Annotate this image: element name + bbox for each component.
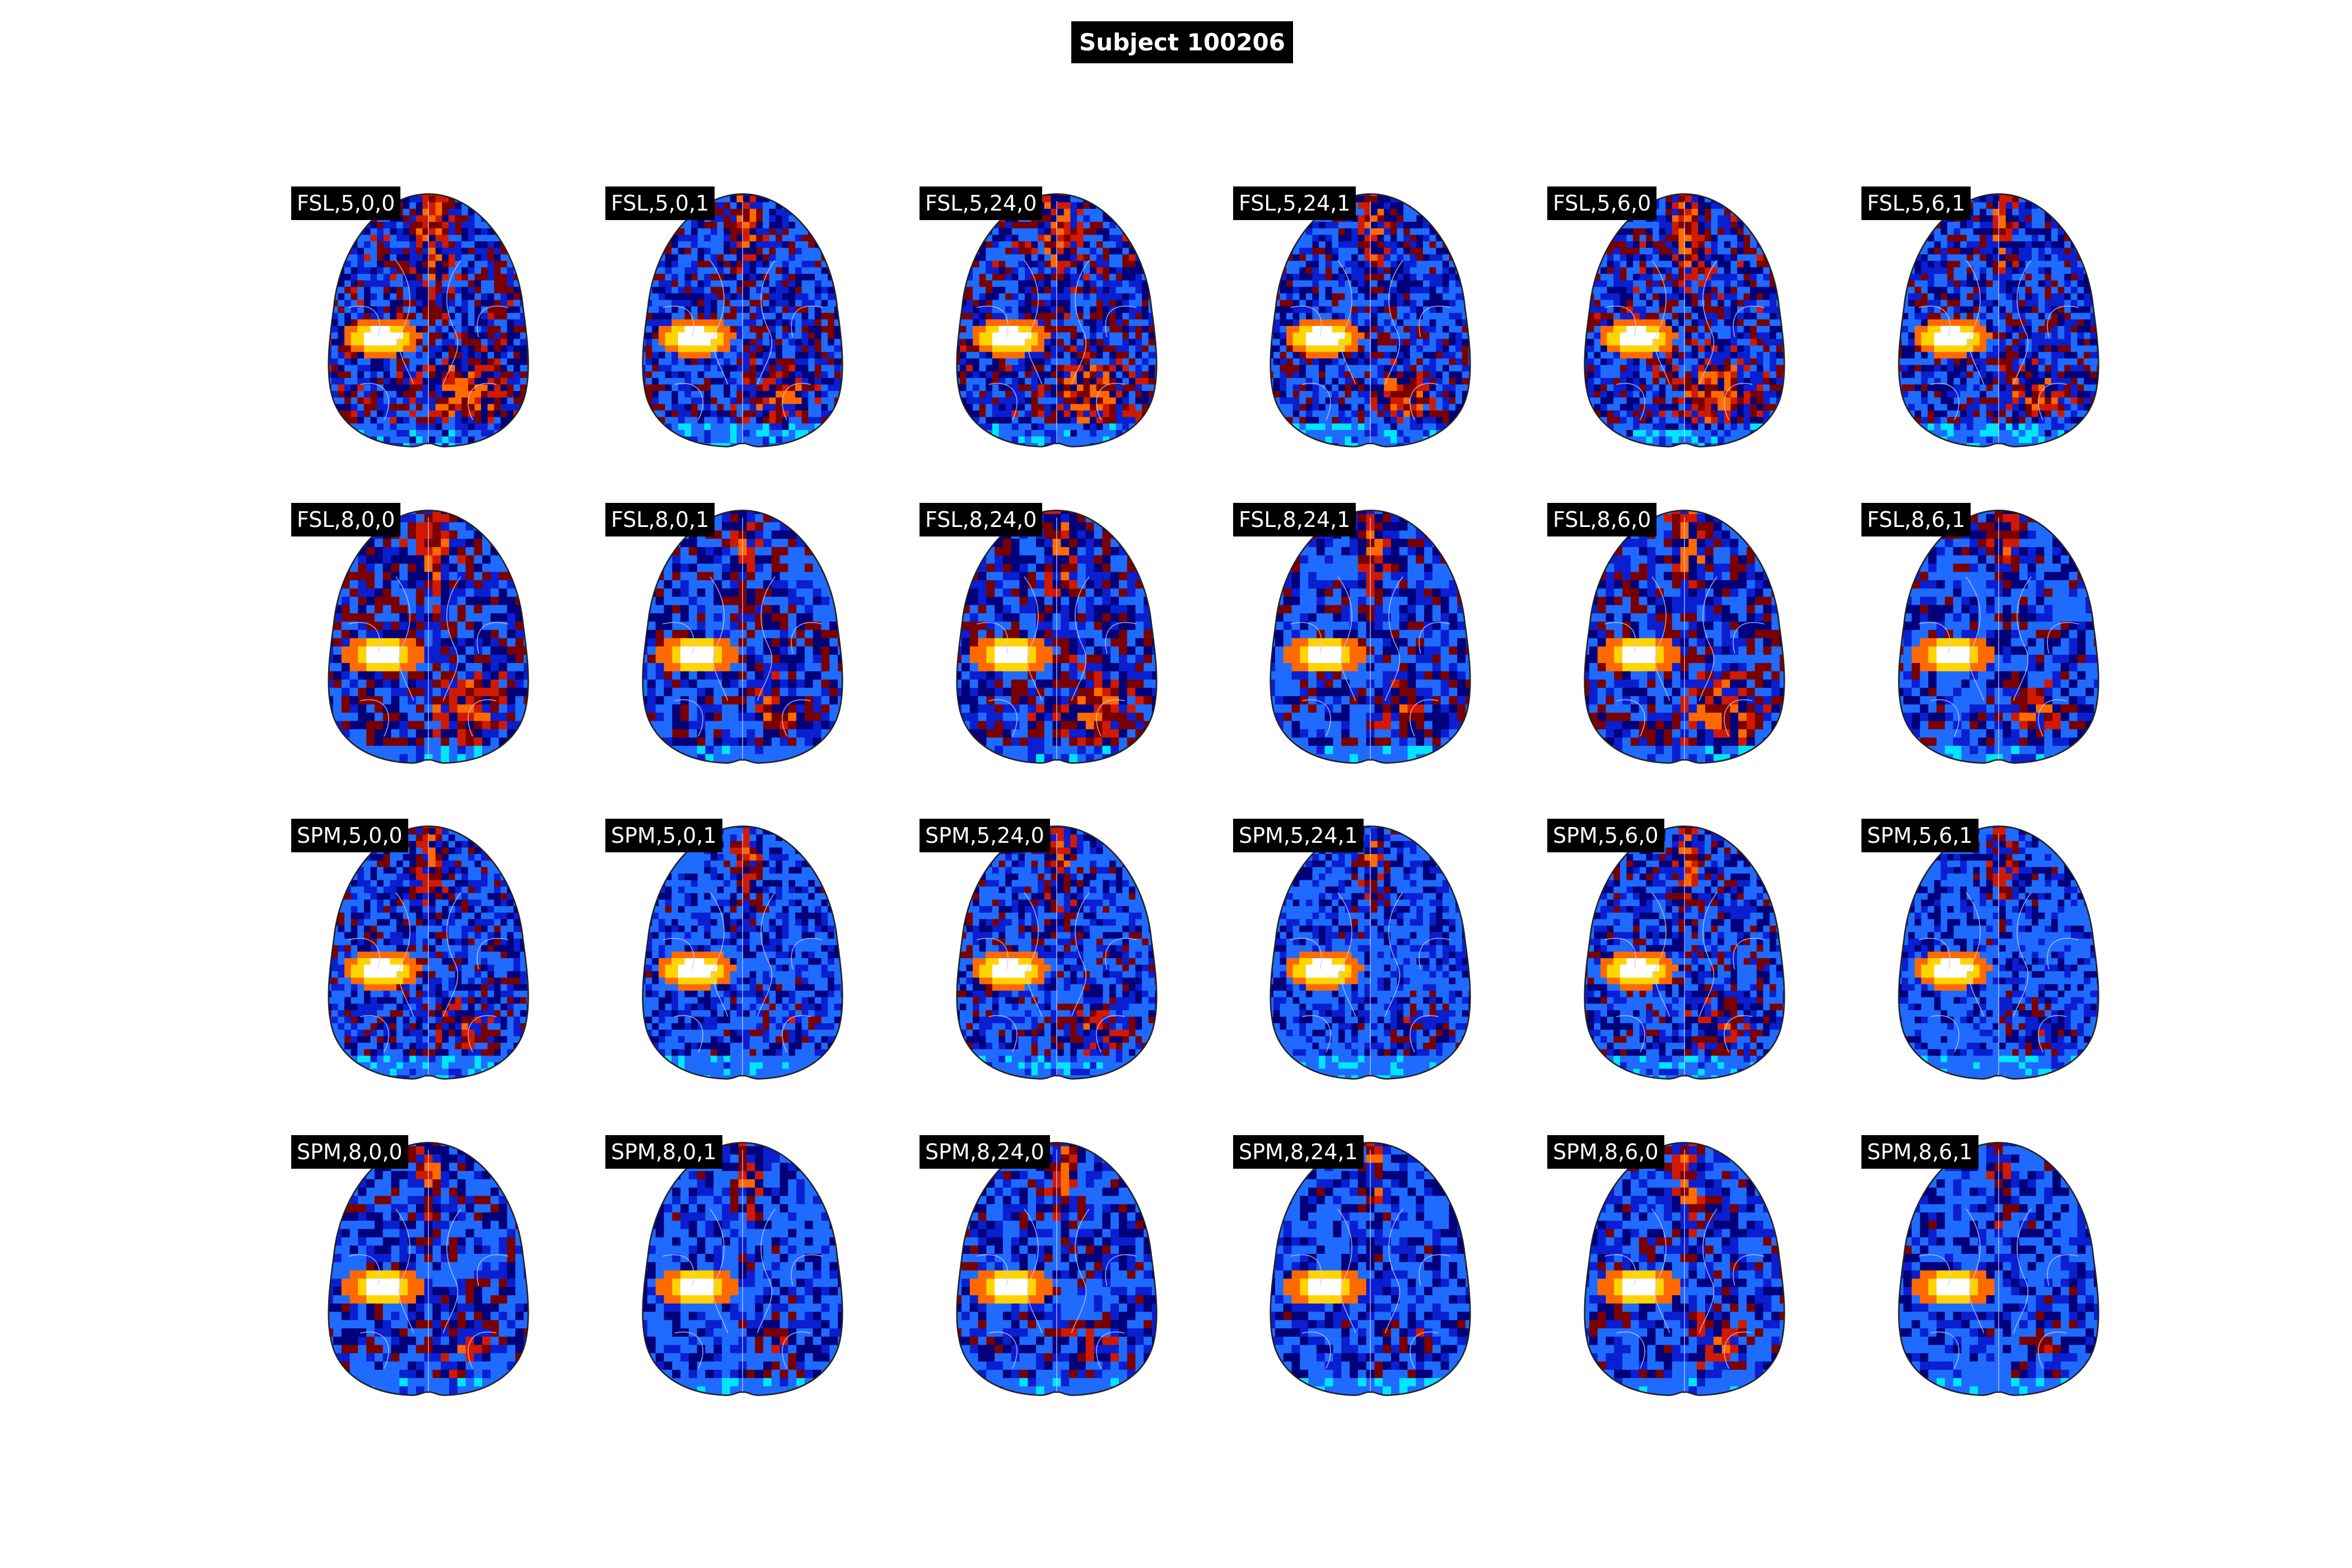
brain-panel: SPM,5,6,0 [1547,819,1861,1088]
panel-label: SPM,8,6,1 [1861,1135,1978,1169]
brain-axial-slice-image [328,825,529,1080]
brain-axial-slice-image [642,193,843,447]
brain-panel: SPM,5,0,0 [291,819,605,1088]
brain-outline [328,825,529,1080]
brain-outline [1584,510,1785,764]
brain-axial-slice-image [1898,1142,2099,1396]
brain-outline [1584,193,1785,447]
brain-outline [1584,825,1785,1080]
panel-label: SPM,5,0,0 [291,819,408,852]
brain-panel: SPM,8,24,1 [1233,1135,1547,1404]
panel-label: SPM,8,6,0 [1547,1135,1664,1169]
brain-axial-slice-image [956,1142,1158,1396]
brain-outline [642,1142,843,1396]
panel-label: FSL,5,0,0 [291,186,401,220]
panel-label: SPM,8,24,1 [1233,1135,1364,1169]
brain-panel: FSL,8,6,1 [1861,503,2175,772]
brain-axial-slice-image [1898,825,2099,1080]
panel-label: SPM,5,0,1 [605,819,722,852]
panel-label: FSL,8,24,0 [920,503,1043,536]
panel-label: SPM,5,24,1 [1233,819,1364,852]
brain-axial-slice-image [642,1142,843,1396]
panel-label: FSL,8,6,1 [1861,503,1971,536]
brain-axial-slice-image [956,825,1158,1080]
panel-label: FSL,8,0,0 [291,503,401,536]
brain-panel: FSL,5,6,0 [1547,186,1861,455]
brain-outline [956,1142,1158,1396]
brain-outline [1584,1142,1785,1396]
brain-panel: SPM,8,6,1 [1861,1135,2175,1404]
brain-panel: FSL,8,0,1 [605,503,919,772]
brain-outline [1898,510,2099,764]
brain-axial-slice-image [1584,193,1785,447]
panel-label: SPM,5,6,1 [1861,819,1978,852]
panel-label: SPM,8,0,1 [605,1135,722,1169]
brain-panel: SPM,5,24,0 [920,819,1233,1088]
brain-axial-slice-image [1584,1142,1785,1396]
brain-panel: SPM,5,6,1 [1861,819,2175,1088]
brain-outline [956,193,1158,447]
brain-outline [642,193,843,447]
brain-outline [1270,825,1471,1080]
brain-axial-slice-image [1270,825,1471,1080]
panel-label: FSL,8,0,1 [605,503,715,536]
brain-panel: FSL,5,24,1 [1233,186,1547,455]
brain-outline [1270,193,1471,447]
brain-axial-slice-image [328,193,529,447]
brain-panel: SPM,5,24,1 [1233,819,1547,1088]
panel-label: FSL,8,24,1 [1233,503,1356,536]
brain-panel: FSL,5,24,0 [920,186,1233,455]
brain-panel: FSL,8,24,1 [1233,503,1547,772]
brain-panel: FSL,8,24,0 [920,503,1233,772]
brain-axial-slice-image [1584,825,1785,1080]
panel-label: FSL,5,6,0 [1547,186,1657,220]
brain-outline [956,825,1158,1080]
panel-label: SPM,8,0,0 [291,1135,408,1169]
brain-outline [1898,193,2099,447]
brain-axial-slice-image [1584,510,1785,764]
panel-label: SPM,5,6,0 [1547,819,1664,852]
brain-axial-slice-image [642,825,843,1080]
panel-label: FSL,5,24,1 [1233,186,1356,220]
brain-panel: FSL,5,0,0 [291,186,605,455]
panel-label: SPM,8,24,0 [920,1135,1050,1169]
brain-axial-slice-image [1270,510,1471,764]
brain-panel: FSL,8,0,0 [291,503,605,772]
brain-panel: SPM,8,0,1 [605,1135,919,1404]
brain-panel: FSL,5,0,1 [605,186,919,455]
figure-title: Subject 100206 [1071,21,1293,63]
panel-label: FSL,5,24,0 [920,186,1043,220]
brain-panel: FSL,8,6,0 [1547,503,1861,772]
brain-axial-slice-image [1270,193,1471,447]
brain-panel: FSL,5,6,1 [1861,186,2175,455]
brain-panel: SPM,5,0,1 [605,819,919,1088]
brain-outline [956,510,1158,764]
brain-outline [1270,510,1471,764]
brain-axial-slice-image [1898,193,2099,447]
brain-panel: SPM,8,6,0 [1547,1135,1861,1404]
brain-outline [1898,1142,2099,1396]
brain-axial-slice-image [956,510,1158,764]
brain-outline [642,825,843,1080]
brain-panel: SPM,8,24,0 [920,1135,1233,1404]
brain-outline [328,193,529,447]
brain-axial-slice-image [642,510,843,764]
brain-outline [328,1142,529,1396]
brain-outline [1898,825,2099,1080]
brain-axial-slice-image [1898,510,2099,764]
brain-axial-slice-image [1270,1142,1471,1396]
panel-label: FSL,5,0,1 [605,186,715,220]
panel-label: SPM,5,24,0 [920,819,1050,852]
brain-axial-slice-image [328,1142,529,1396]
brain-axial-slice-image [328,510,529,764]
brain-outline [642,510,843,764]
brain-panel: SPM,8,0,0 [291,1135,605,1404]
panel-label: FSL,5,6,1 [1861,186,1971,220]
panel-label: FSL,8,6,0 [1547,503,1657,536]
brain-outline [328,510,529,764]
brain-outline [1270,1142,1471,1396]
brain-axial-slice-image [956,193,1158,447]
